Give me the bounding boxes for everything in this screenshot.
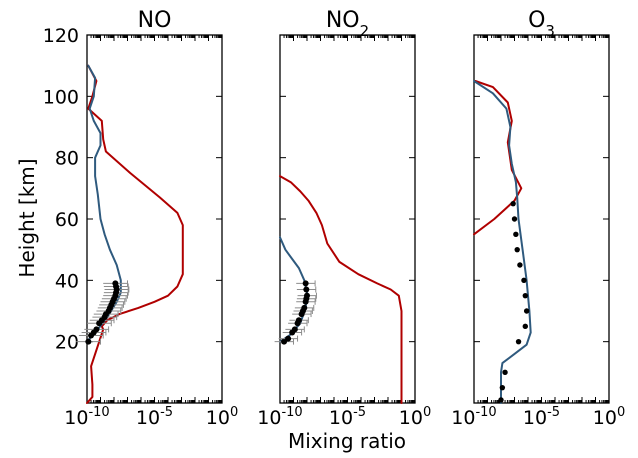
x-tick-label: 100 [593, 405, 625, 429]
x-tick-label: 10-10 [257, 405, 302, 429]
observation-point [522, 323, 528, 330]
observation-point [291, 326, 298, 333]
y-tick-label: 80 [55, 148, 79, 170]
observation-point [303, 286, 310, 293]
observation-point [301, 304, 308, 311]
x-tick-label: 100 [206, 405, 238, 429]
observation-point [295, 317, 302, 324]
panel-1: NO 10-10 10-5 100 20 40 60 80 100 120 [43, 8, 239, 429]
observation-point [502, 369, 508, 376]
observation-point [514, 246, 520, 253]
observation-point [93, 326, 100, 333]
observation-point [517, 262, 523, 268]
observation-point [112, 280, 119, 287]
observation-point [510, 200, 516, 207]
observation-point [285, 335, 292, 342]
series-line-1 [86, 64, 184, 404]
x-tick-label: 10-10 [451, 405, 496, 429]
x-axis-label: Mixing ratio [288, 429, 406, 453]
observation-point [513, 231, 519, 238]
plot-frame [86, 34, 223, 404]
y-axis-label: Height [km] [15, 158, 39, 277]
panel-title: NO [138, 8, 172, 33]
y-tick-label: 100 [43, 86, 79, 108]
observation-point [522, 292, 528, 299]
y-tick-label: 40 [55, 270, 79, 292]
series-line-1 [473, 80, 523, 236]
observation-point [498, 397, 504, 403]
x-tick-label: 100 [399, 405, 431, 429]
x-tick-label: 10-5 [136, 405, 173, 429]
y-tick-label: 120 [43, 25, 79, 47]
observation-point [521, 277, 527, 284]
observation-point [85, 338, 92, 345]
observation-point [511, 216, 518, 222]
y-tick-label: 20 [55, 332, 79, 354]
x-tick-label: 10-5 [329, 405, 366, 429]
y-tick-label: 60 [55, 209, 79, 231]
observation-point [499, 384, 506, 391]
observation-point [523, 308, 530, 314]
x-tick-label: 10-5 [523, 405, 560, 429]
series-line-2 [86, 64, 122, 343]
x-tick-label: 10-10 [64, 405, 109, 429]
observation-point [302, 280, 309, 287]
series-line-2 [473, 80, 532, 404]
plot-frame [279, 34, 416, 404]
observation-point [515, 338, 522, 345]
observation-point [304, 292, 310, 299]
series-line-1 [279, 175, 403, 404]
